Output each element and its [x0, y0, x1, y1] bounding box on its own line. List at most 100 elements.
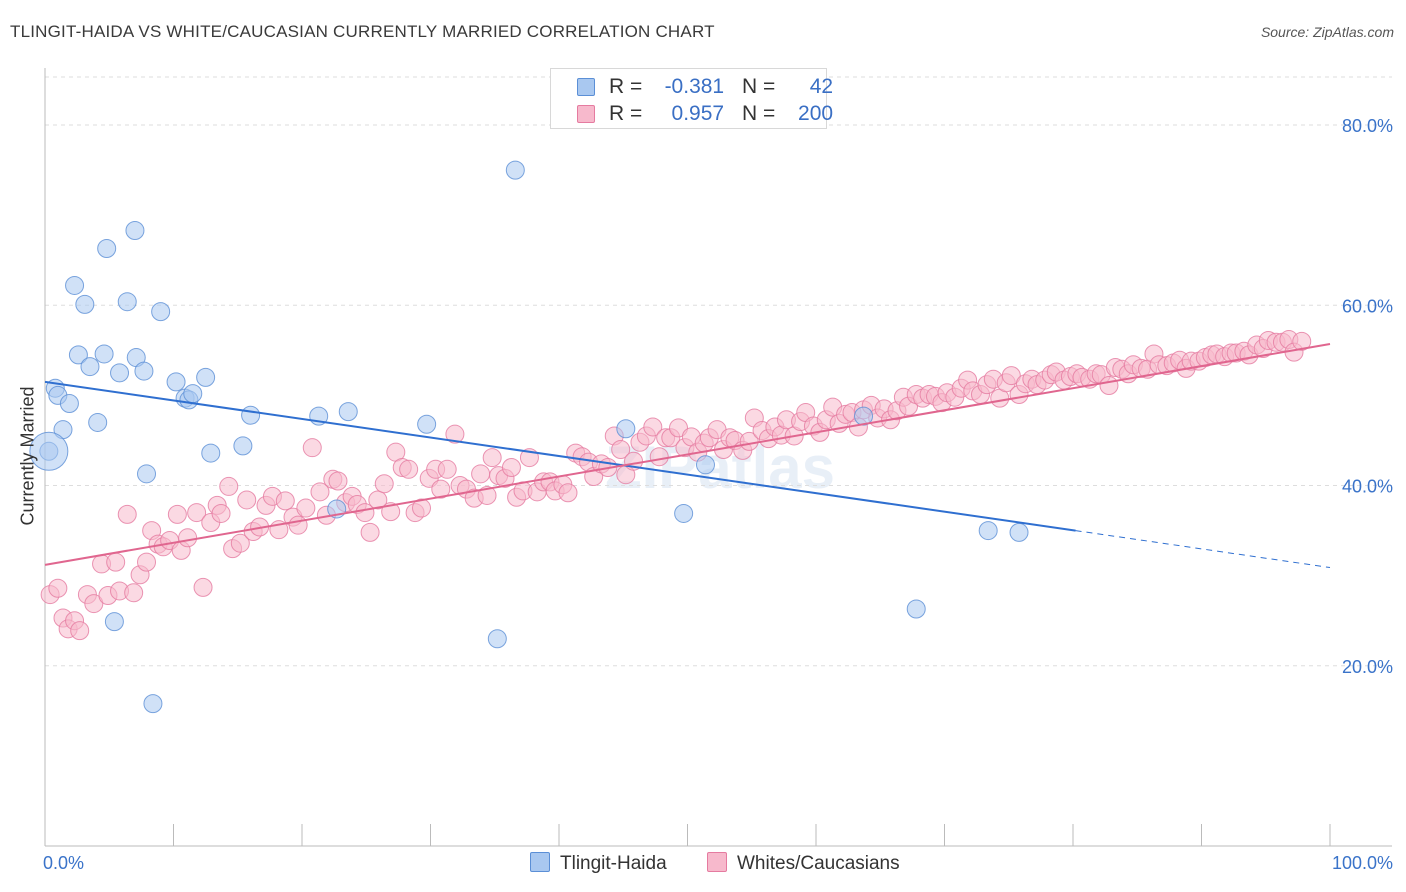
bottom-legend-swatch-whites-caucasians	[707, 852, 727, 872]
legend-r-value: 0.957	[671, 102, 725, 125]
data-point-tlingit-haida	[616, 419, 636, 439]
data-point-tlingit-haida	[97, 239, 117, 259]
data-point-tlingit-haida	[978, 521, 998, 541]
data-point-whites-caucasians	[399, 459, 419, 479]
data-point-whites-caucasians	[70, 621, 90, 641]
data-point-tlingit-haida	[137, 464, 157, 484]
y-tick-label: 80.0%	[1342, 116, 1393, 136]
data-point-tlingit-haida	[68, 345, 88, 365]
data-point-tlingit-haida	[29, 431, 69, 471]
data-point-whites-caucasians	[1292, 331, 1312, 351]
correlation-legend: R = -0.381 N = 42 R = 0.957 N = 200	[550, 68, 833, 129]
legend-r-label: R =	[609, 102, 643, 125]
y-tick-label: 60.0%	[1342, 296, 1393, 316]
bottom-legend-label: Tlingit-Haida	[560, 853, 667, 874]
data-point-tlingit-haida	[201, 443, 221, 463]
data-point-whites-caucasians	[412, 498, 432, 518]
data-point-tlingit-haida	[75, 294, 95, 314]
legend-n-value: 42	[809, 75, 834, 98]
data-point-whites-caucasians	[558, 483, 578, 503]
data-point-tlingit-haida	[906, 599, 926, 619]
x-tick-label: 0.0%	[43, 853, 84, 873]
data-point-whites-caucasians	[296, 498, 316, 518]
data-point-tlingit-haida	[233, 436, 253, 456]
legend-n-label: N =	[741, 102, 776, 125]
data-point-tlingit-haida	[88, 412, 108, 432]
data-point-whites-caucasians	[48, 578, 68, 598]
data-point-whites-caucasians	[117, 504, 137, 524]
data-point-whites-caucasians	[124, 583, 144, 603]
data-point-whites-caucasians	[643, 417, 663, 437]
data-point-whites-caucasians	[219, 476, 239, 496]
legend-swatch-whites-caucasians	[577, 105, 595, 123]
trendline-whites-caucasians	[44, 343, 1331, 566]
data-point-tlingit-haida	[65, 275, 85, 295]
y-tick-label: 20.0%	[1342, 657, 1393, 677]
data-point-whites-caucasians	[230, 533, 250, 553]
data-point-whites-caucasians	[649, 447, 669, 467]
data-point-whites-caucasians	[445, 424, 465, 444]
data-point-whites-caucasians	[211, 503, 231, 523]
data-point-tlingit-haida	[143, 694, 163, 714]
data-point-whites-caucasians	[501, 458, 521, 478]
bottom-legend-swatch-tlingit-haida	[530, 852, 550, 872]
source-label: Source: ZipAtlas.com	[1260, 24, 1394, 40]
data-point-tlingit-haida	[183, 384, 203, 404]
data-point-tlingit-haida	[241, 405, 261, 425]
data-point-whites-caucasians	[178, 528, 198, 548]
data-point-whites-caucasians	[288, 515, 308, 535]
data-point-tlingit-haida	[151, 302, 171, 322]
data-point-whites-caucasians	[302, 438, 322, 458]
data-point-tlingit-haida	[110, 363, 130, 383]
data-point-whites-caucasians	[84, 594, 104, 614]
data-point-whites-caucasians	[360, 522, 380, 542]
x-tick-label: 100.0%	[1332, 853, 1393, 873]
data-point-whites-caucasians	[275, 491, 295, 511]
data-point-whites-caucasians	[471, 464, 491, 484]
data-point-whites-caucasians	[374, 474, 394, 494]
data-point-tlingit-haida	[117, 292, 137, 312]
y-axis-label: Currently Married	[17, 386, 38, 526]
bottom-legend-tlingit-haida: Tlingit-Haida	[530, 852, 667, 875]
data-point-tlingit-haida	[505, 160, 525, 180]
data-point-tlingit-haida	[417, 414, 437, 434]
legend-swatch-tlingit-haida	[577, 78, 595, 96]
trendline-tlingit-haida	[44, 380, 1076, 532]
data-point-whites-caucasians	[187, 503, 207, 523]
data-point-whites-caucasians	[1001, 366, 1021, 386]
bottom-legend-whites-caucasians: Whites/Caucasians	[707, 852, 900, 875]
data-point-tlingit-haida	[104, 612, 124, 632]
bottom-legend-label: Whites/Caucasians	[737, 853, 900, 874]
data-point-whites-caucasians	[437, 459, 457, 479]
data-point-tlingit-haida	[674, 503, 694, 523]
data-point-tlingit-haida	[125, 220, 145, 240]
chart-title: TLINGIT-HAIDA VS WHITE/CAUCASIAN CURRENT…	[10, 22, 715, 41]
legend-r-value: -0.381	[664, 75, 725, 98]
legend-r-label: R =	[609, 75, 643, 98]
data-point-whites-caucasians	[355, 503, 375, 523]
legend-n-value: 200	[798, 102, 834, 125]
legend-n-label: N =	[741, 75, 776, 98]
data-point-tlingit-haida	[94, 344, 114, 364]
data-point-tlingit-haida	[338, 402, 358, 422]
y-tick-label: 40.0%	[1342, 477, 1393, 497]
data-point-tlingit-haida	[487, 629, 507, 649]
data-point-whites-caucasians	[611, 439, 631, 459]
data-point-whites-caucasians	[167, 504, 187, 524]
data-point-whites-caucasians	[482, 448, 502, 468]
data-point-whites-caucasians	[328, 471, 348, 491]
data-point-tlingit-haida	[134, 361, 154, 381]
trendline-tlingit-haida-extension	[1075, 530, 1331, 569]
data-point-tlingit-haida	[1009, 522, 1029, 542]
data-point-whites-caucasians	[368, 490, 388, 510]
data-point-tlingit-haida	[166, 372, 186, 392]
data-point-whites-caucasians	[477, 485, 497, 505]
data-point-whites-caucasians	[106, 552, 126, 572]
data-point-whites-caucasians	[310, 482, 330, 502]
data-point-whites-caucasians	[431, 479, 451, 499]
data-point-tlingit-haida	[695, 455, 715, 475]
data-point-whites-caucasians	[137, 552, 157, 572]
data-point-whites-caucasians	[193, 577, 213, 597]
data-point-whites-caucasians	[1099, 375, 1119, 395]
